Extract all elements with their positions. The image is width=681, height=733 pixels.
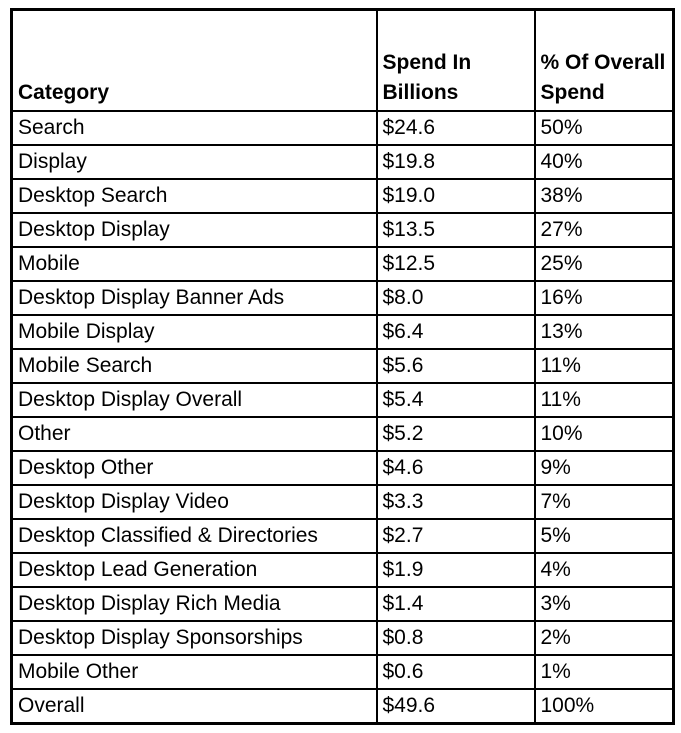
cell-category: Desktop Display Video — [10, 484, 378, 520]
cell-spend: $2.7 — [375, 518, 536, 554]
cell-spend: $19.0 — [375, 178, 536, 214]
cell-percent: 2% — [533, 620, 675, 656]
table-body: Search $24.6 50% Display $19.8 40% Desktop Sea… — [10, 110, 675, 725]
cell-category: Desktop Lead Generation — [10, 552, 378, 588]
table-row: Desktop Display Rich Media $1.4 3% — [10, 586, 675, 622]
cell-percent: 9% — [533, 450, 675, 486]
table-row: Mobile $12.5 25% — [10, 246, 675, 282]
table-row: Desktop Display Video $3.3 7% — [10, 484, 675, 520]
cell-category: Overall — [10, 688, 378, 725]
table-row: Mobile Display $6.4 13% — [10, 314, 675, 350]
cell-category: Desktop Display Sponsorships — [10, 620, 378, 656]
cell-percent: 10% — [533, 416, 675, 452]
cell-category: Display — [10, 144, 378, 180]
cell-category: Desktop Search — [10, 178, 378, 214]
table-row: Desktop Lead Generation $1.9 4% — [10, 552, 675, 588]
cell-percent: 4% — [533, 552, 675, 588]
table-row: Desktop Display Overall $5.4 11% — [10, 382, 675, 418]
cell-category: Other — [10, 416, 378, 452]
cell-category: Mobile Other — [10, 654, 378, 690]
table-row: Display $19.8 40% — [10, 144, 675, 180]
table-row: Desktop Display $13.5 27% — [10, 212, 675, 248]
cell-category: Mobile Search — [10, 348, 378, 384]
cell-percent: 3% — [533, 586, 675, 622]
cell-category: Desktop Display Banner Ads — [10, 280, 378, 316]
cell-spend: $24.6 — [375, 110, 536, 146]
cell-spend: $5.6 — [375, 348, 536, 384]
cell-spend: $5.4 — [375, 382, 536, 418]
cell-spend: $5.2 — [375, 416, 536, 452]
cell-spend: $0.8 — [375, 620, 536, 656]
cell-spend: $6.4 — [375, 314, 536, 350]
table-row: Desktop Display Sponsorships $0.8 2% — [10, 620, 675, 656]
table-row: Desktop Display Banner Ads $8.0 16% — [10, 280, 675, 316]
cell-percent: 16% — [533, 280, 675, 316]
cell-percent: 38% — [533, 178, 675, 214]
table-row: Mobile Other $0.6 1% — [10, 654, 675, 690]
cell-category: Desktop Display Overall — [10, 382, 378, 418]
table-row: Desktop Search $19.0 38% — [10, 178, 675, 214]
cell-category: Search — [10, 110, 378, 146]
table-row: Search $24.6 50% — [10, 110, 675, 146]
cell-category: Desktop Display — [10, 212, 378, 248]
col-header-category: Category — [10, 8, 378, 112]
cell-category: Mobile — [10, 246, 378, 282]
table-row: Desktop Classified & Directories $2.7 5% — [10, 518, 675, 554]
cell-percent: 5% — [533, 518, 675, 554]
ad-spend-table: Category Spend In Billions % Of Overall … — [10, 8, 675, 725]
cell-category: Mobile Display — [10, 314, 378, 350]
col-header-spend-in-billions: Spend In Billions — [375, 8, 536, 112]
col-header-percent-of-overall-spend: % Of Overall Spend — [533, 8, 675, 112]
cell-spend: $1.9 — [375, 552, 536, 588]
cell-percent: 13% — [533, 314, 675, 350]
cell-spend: $0.6 — [375, 654, 536, 690]
cell-spend: $1.4 — [375, 586, 536, 622]
cell-percent: 50% — [533, 110, 675, 146]
cell-spend: $13.5 — [375, 212, 536, 248]
table-row: Other $5.2 10% — [10, 416, 675, 452]
cell-category: Desktop Display Rich Media — [10, 586, 378, 622]
table-row: Mobile Search $5.6 11% — [10, 348, 675, 384]
cell-spend: $49.6 — [375, 688, 536, 725]
cell-spend: $12.5 — [375, 246, 536, 282]
table-row: Overall $49.6 100% — [10, 688, 675, 725]
header-row: Category Spend In Billions % Of Overall … — [10, 8, 675, 112]
table-row: Desktop Other $4.6 9% — [10, 450, 675, 486]
cell-spend: $19.8 — [375, 144, 536, 180]
cell-percent: 11% — [533, 382, 675, 418]
cell-percent: 11% — [533, 348, 675, 384]
cell-spend: $3.3 — [375, 484, 536, 520]
cell-percent: 25% — [533, 246, 675, 282]
cell-spend: $4.6 — [375, 450, 536, 486]
cell-percent: 1% — [533, 654, 675, 690]
cell-category: Desktop Classified & Directories — [10, 518, 378, 554]
cell-percent: 40% — [533, 144, 675, 180]
cell-category: Desktop Other — [10, 450, 378, 486]
cell-percent: 100% — [533, 688, 675, 725]
cell-percent: 7% — [533, 484, 675, 520]
cell-percent: 27% — [533, 212, 675, 248]
cell-spend: $8.0 — [375, 280, 536, 316]
